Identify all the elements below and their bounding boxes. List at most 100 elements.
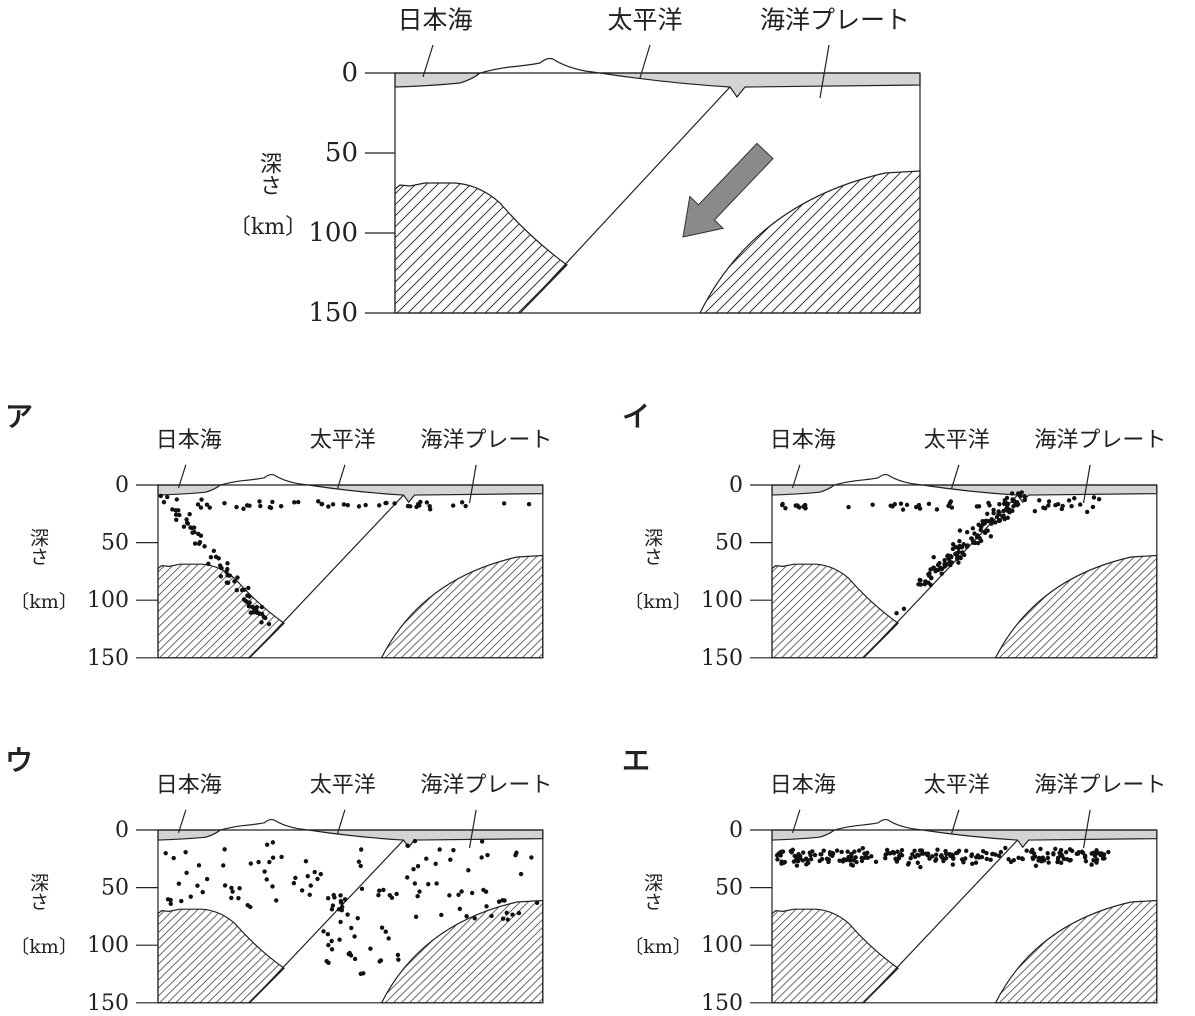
- hypocenter-dot: [359, 847, 363, 851]
- hypocenter-dot: [501, 917, 505, 921]
- oceanic-mantle: [382, 901, 543, 1003]
- hypocenter-dot: [972, 531, 976, 535]
- hypocenter-dot: [957, 539, 961, 543]
- hypocenter-dot: [1046, 503, 1050, 507]
- hypocenter-dot: [913, 855, 917, 859]
- hypocenter-dot: [251, 610, 255, 614]
- tick-label: 150: [701, 991, 743, 1016]
- hypocenter-dot: [359, 972, 363, 976]
- region-label: 海洋プレート: [1034, 428, 1166, 453]
- hypocenter-dot: [315, 877, 319, 881]
- hypocenter-dot: [914, 505, 918, 509]
- hypocenter-dot: [377, 503, 381, 507]
- hypocenter-dot: [900, 848, 904, 852]
- hypocenter-dot: [222, 501, 226, 505]
- hypocenter-dot: [1023, 498, 1027, 502]
- continental-mantle: [772, 564, 898, 658]
- hypocenter-dot: [319, 502, 323, 506]
- hypocenter-dot: [789, 849, 793, 853]
- hypocenter-dot: [484, 904, 488, 908]
- hypocenter-dot: [527, 502, 531, 506]
- hypocenter-dot: [955, 553, 959, 557]
- hypocenter-dot: [263, 616, 267, 620]
- hypocenter-dot: [405, 875, 409, 879]
- hypocenter-dot: [1068, 847, 1072, 851]
- hypocenter-dot: [918, 848, 922, 852]
- hypocenter-dot: [460, 500, 464, 504]
- leader-line: [1084, 465, 1091, 503]
- hypocenter-dot: [377, 888, 381, 892]
- hypocenter-dot: [971, 526, 975, 530]
- hypocenter-dot: [963, 856, 967, 860]
- hypocenter-dot: [1029, 850, 1033, 854]
- hypocenter-dot: [456, 893, 460, 897]
- hypocenter-dot: [166, 897, 170, 901]
- hypocenter-dot: [1046, 851, 1050, 855]
- hypocenter-dot: [259, 620, 263, 624]
- hypocenter-dot: [222, 847, 226, 851]
- hypocenter-dot: [1085, 510, 1089, 514]
- hypocenter-dot: [943, 849, 947, 853]
- hypocenter-dot: [874, 860, 878, 864]
- hypocenter-dot: [234, 505, 238, 509]
- hypocenter-dot: [212, 549, 216, 553]
- hypocenter-dot: [999, 850, 1003, 854]
- hypocenter-dot: [835, 848, 839, 852]
- tick-label: 50: [101, 876, 129, 901]
- hypocenter-dot: [1001, 509, 1005, 513]
- hypocenter-dot: [485, 853, 489, 857]
- hypocenter-dot: [1060, 854, 1064, 858]
- hypocenter-dot: [977, 504, 981, 508]
- hypocenter-dot: [413, 881, 417, 885]
- hypocenter-dot: [1091, 858, 1095, 862]
- hypocenter-dot: [342, 502, 346, 506]
- hypocenter-dot: [1060, 507, 1064, 511]
- hypocenter-dot: [519, 872, 523, 876]
- cross-section: [158, 475, 543, 658]
- hypocenter-dot: [458, 907, 462, 911]
- hypocenter-dot: [386, 936, 390, 940]
- hypocenter-dot: [169, 902, 173, 906]
- hypocenter-dot: [381, 888, 385, 892]
- hypocenter-dot: [177, 881, 181, 885]
- hypocenter-dot: [934, 852, 938, 856]
- hypocenter-dot: [331, 502, 335, 506]
- hypocenter-dot: [916, 582, 920, 586]
- tick-label: 150: [87, 646, 129, 671]
- hypocenter-dot: [831, 851, 835, 855]
- hypocenter-dot: [860, 856, 864, 860]
- hypocenter-dot: [209, 555, 213, 559]
- region-label: 日本海: [397, 6, 472, 35]
- hypocenter-dot: [985, 512, 989, 516]
- hypocenter-dot: [316, 499, 320, 503]
- hypocenter-dot: [463, 504, 467, 508]
- hypocenter-dot: [199, 497, 203, 501]
- hypocenter-dot: [1046, 856, 1050, 860]
- leader-line: [470, 465, 477, 503]
- hypocenter-dot: [339, 901, 343, 905]
- hypocenter-dot: [271, 855, 275, 859]
- hypocenter-dot: [179, 899, 183, 903]
- cross-section: [772, 475, 1157, 658]
- hypocenter-dot: [861, 846, 865, 850]
- hypocenter-dot: [1031, 857, 1035, 861]
- hypocenter-dot: [950, 505, 954, 509]
- axis-title: 深さ: [641, 528, 663, 566]
- hypocenter-dot: [1078, 502, 1082, 506]
- hypocenter-dot: [1099, 851, 1103, 855]
- hypocenter-dot: [943, 561, 947, 565]
- hypocenter-dot: [326, 932, 330, 936]
- hypocenter-dot: [189, 894, 193, 898]
- hypocenter-dot: [296, 500, 300, 504]
- hypocenter-dot: [989, 534, 993, 538]
- hypocenter-dot: [451, 848, 455, 852]
- hypocenter-dot: [978, 528, 982, 532]
- tick-label: 50: [715, 876, 743, 901]
- hypocenter-dot: [1091, 505, 1095, 509]
- leader-line: [423, 45, 433, 77]
- hypocenter-dot: [969, 854, 973, 858]
- axis-title: 深さ: [641, 873, 663, 911]
- hypocenter-dot: [927, 502, 931, 506]
- japan-sea: [772, 485, 834, 495]
- region-label: 太平洋: [607, 6, 682, 35]
